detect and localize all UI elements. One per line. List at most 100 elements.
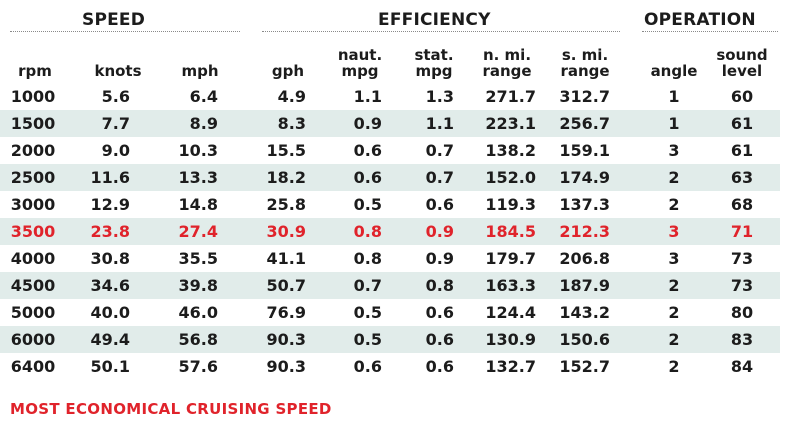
col-header-mph: mph [176, 37, 224, 79]
cell-gph: 18.2 [266, 168, 306, 187]
cell-naut-mpg: 0.6 [353, 357, 382, 376]
cell-angle: 3 [668, 141, 680, 160]
cell-rpm: 3500 [10, 222, 56, 241]
col-header-gph: gph [262, 37, 314, 79]
cell-naut-mpg: 0.7 [353, 276, 382, 295]
cell-angle: 1 [668, 114, 680, 133]
col-header-angle: angle [648, 37, 700, 79]
cell-stat-mpg: 0.6 [425, 330, 454, 349]
table-row: 1000 5.6 6.4 4.9 1.1 1.3 271.7 312.7 1 60 [0, 83, 780, 110]
col-header-line: range [560, 62, 610, 80]
cell-knots: 49.4 [90, 330, 130, 349]
cell-angle: 3 [668, 222, 680, 241]
cell-stat-mpg: 1.3 [425, 87, 454, 106]
cell-n-mi-range: 138.2 [485, 141, 536, 160]
col-header-line: naut. [337, 46, 383, 64]
cell-sound-level: 80 [730, 303, 754, 322]
cell-gph: 4.9 [277, 87, 306, 106]
cell-angle: 2 [668, 330, 680, 349]
cell-n-mi-range: 124.4 [485, 303, 536, 322]
cell-sound-level: 73 [730, 276, 754, 295]
cell-knots: 40.0 [90, 303, 130, 322]
col-header-line: knots [94, 62, 142, 80]
cell-angle: 3 [668, 249, 680, 268]
table-row: 4500 34.6 39.8 50.7 0.7 0.8 163.3 187.9 2 73 [0, 272, 780, 299]
cell-n-mi-range: 184.5 [485, 222, 536, 241]
cell-s-mi-range: 206.8 [559, 249, 610, 268]
col-header-line: angle [650, 62, 698, 80]
cell-naut-mpg: 0.6 [353, 168, 382, 187]
col-header-s-mi-range: s. mi. range [552, 37, 618, 79]
table-row: 1500 7.7 8.9 8.3 0.9 1.1 223.1 256.7 1 61 [0, 110, 780, 137]
cell-sound-level: 73 [730, 249, 754, 268]
cell-mph: 35.5 [178, 249, 218, 268]
efficiency-rule [262, 31, 620, 32]
cell-s-mi-range: 150.6 [559, 330, 610, 349]
cell-mph: 8.9 [189, 114, 218, 133]
cell-n-mi-range: 132.7 [485, 357, 536, 376]
cell-gph: 90.3 [266, 357, 306, 376]
cell-knots: 11.6 [90, 168, 130, 187]
col-header-line: level [721, 62, 763, 80]
cell-s-mi-range: 174.9 [559, 168, 610, 187]
cell-n-mi-range: 152.0 [485, 168, 536, 187]
cell-naut-mpg: 0.9 [353, 114, 382, 133]
col-header-line: range [482, 62, 532, 80]
cell-naut-mpg: 0.5 [353, 195, 382, 214]
cell-s-mi-range: 137.3 [559, 195, 610, 214]
cell-stat-mpg: 0.6 [425, 195, 454, 214]
cell-s-mi-range: 312.7 [559, 87, 610, 106]
cell-angle: 2 [668, 357, 680, 376]
cell-stat-mpg: 0.9 [425, 249, 454, 268]
cell-s-mi-range: 159.1 [559, 141, 610, 160]
col-header-naut-mpg: naut. mpg [336, 37, 384, 79]
cell-knots: 23.8 [90, 222, 130, 241]
cell-rpm: 6400 [10, 357, 56, 376]
cell-angle: 2 [668, 195, 680, 214]
group-title-operation: OPERATION [644, 10, 756, 30]
col-header-stat-mpg: stat. mpg [410, 37, 458, 79]
col-header-line: mph [181, 62, 219, 80]
cell-n-mi-range: 119.3 [485, 195, 536, 214]
cell-n-mi-range: 271.7 [485, 87, 536, 106]
table-row: 3000 12.9 14.8 25.8 0.5 0.6 119.3 137.3 2 68 [0, 191, 780, 218]
cell-rpm: 4000 [10, 249, 56, 268]
col-header-line: stat. [414, 46, 454, 64]
cell-sound-level: 84 [730, 357, 754, 376]
cell-rpm: 2500 [10, 168, 56, 187]
cell-gph: 25.8 [266, 195, 306, 214]
cell-n-mi-range: 163.3 [485, 276, 536, 295]
cell-gph: 30.9 [266, 222, 306, 241]
cell-s-mi-range: 152.7 [559, 357, 610, 376]
cell-rpm: 1000 [10, 87, 56, 106]
col-header-knots: knots [88, 37, 148, 79]
cell-knots: 34.6 [90, 276, 130, 295]
col-header-line: s. mi. [561, 46, 609, 64]
operation-rule [642, 31, 778, 32]
cell-knots: 12.9 [90, 195, 130, 214]
cell-n-mi-range: 130.9 [485, 330, 536, 349]
cell-stat-mpg: 0.6 [425, 357, 454, 376]
col-header-line: rpm [18, 62, 52, 80]
cell-mph: 10.3 [178, 141, 218, 160]
cell-naut-mpg: 0.8 [353, 222, 382, 241]
cell-sound-level: 71 [730, 222, 754, 241]
cell-mph: 46.0 [178, 303, 218, 322]
cell-n-mi-range: 179.7 [485, 249, 536, 268]
col-header-n-mi-range: n. mi. range [476, 37, 538, 79]
cell-rpm: 1500 [10, 114, 56, 133]
cell-gph: 15.5 [266, 141, 306, 160]
group-title-speed: SPEED [82, 10, 146, 30]
cell-gph: 76.9 [266, 303, 306, 322]
table-row: 4000 30.8 35.5 41.1 0.8 0.9 179.7 206.8 3 73 [0, 245, 780, 272]
cell-stat-mpg: 0.7 [425, 141, 454, 160]
cell-knots: 30.8 [90, 249, 130, 268]
col-header-line: sound [716, 46, 768, 64]
table-row: 5000 40.0 46.0 76.9 0.5 0.6 124.4 143.2 2 80 [0, 299, 780, 326]
cell-stat-mpg: 0.9 [425, 222, 454, 241]
col-header-rpm: rpm [8, 37, 62, 79]
cell-sound-level: 63 [730, 168, 754, 187]
col-header-sound-level: sound level [712, 37, 772, 79]
cell-naut-mpg: 0.8 [353, 249, 382, 268]
cell-sound-level: 83 [730, 330, 754, 349]
